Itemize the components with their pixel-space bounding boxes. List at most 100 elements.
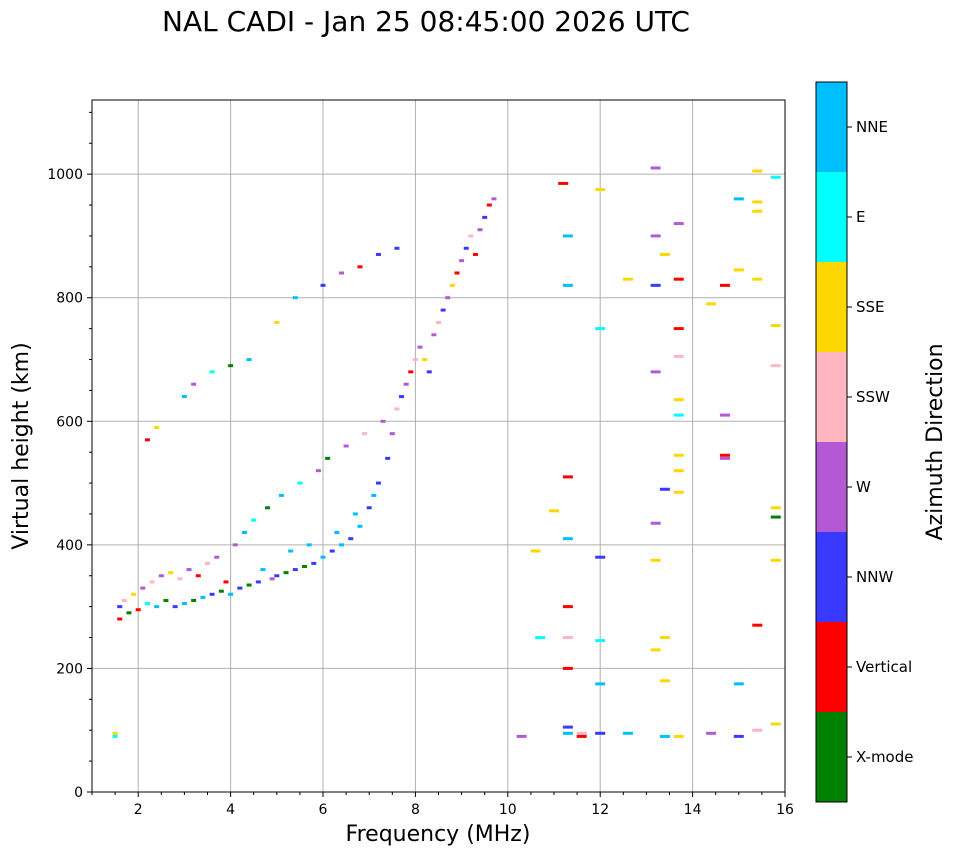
- data-point: [385, 456, 391, 460]
- colorbar-label: E: [856, 208, 865, 226]
- data-point: [482, 215, 488, 219]
- data-point: [770, 722, 781, 726]
- data-point: [449, 283, 455, 287]
- data-point: [650, 370, 661, 374]
- data-point: [562, 636, 573, 640]
- colorbar-label: NNW: [856, 568, 893, 586]
- data-point: [209, 592, 215, 596]
- data-point: [549, 509, 559, 513]
- data-point: [468, 234, 474, 238]
- data-point: [200, 595, 206, 599]
- data-point: [733, 197, 744, 201]
- data-point: [352, 512, 358, 516]
- data-point: [172, 605, 178, 609]
- data-point: [375, 481, 381, 485]
- data-point: [399, 395, 405, 399]
- data-point: [650, 648, 661, 652]
- x-tick-label: 8: [411, 802, 420, 818]
- data-point: [436, 320, 441, 324]
- data-point: [622, 277, 633, 281]
- data-point: [659, 252, 670, 256]
- data-point: [246, 583, 252, 587]
- data-point: [181, 602, 187, 606]
- data-point: [659, 487, 670, 491]
- data-point: [562, 234, 573, 238]
- data-point: [371, 493, 377, 497]
- data-point: [223, 580, 229, 584]
- data-point: [357, 265, 363, 269]
- data-point: [228, 364, 234, 368]
- data-point: [338, 271, 344, 275]
- colorbar-label: SSW: [856, 388, 890, 406]
- data-point: [394, 407, 400, 411]
- data-point: [186, 568, 192, 572]
- colorbar-title: Azimuth Direction: [923, 343, 948, 540]
- data-point: [163, 598, 169, 602]
- data-point: [595, 327, 606, 331]
- data-point: [463, 246, 469, 250]
- data-point: [260, 568, 266, 572]
- data-point: [241, 531, 247, 534]
- data-point: [752, 200, 763, 204]
- data-point: [576, 734, 587, 738]
- data-point: [558, 181, 569, 185]
- data-point: [191, 598, 197, 602]
- data-point: [673, 413, 684, 417]
- data-point: [562, 725, 573, 729]
- data-point: [650, 521, 661, 525]
- data-point: [562, 475, 573, 479]
- y-tick-label: 800: [56, 291, 83, 307]
- colorbar-frame: [815, 81, 848, 803]
- data-point: [375, 252, 381, 256]
- data-point: [112, 731, 118, 735]
- data-point: [562, 731, 573, 735]
- data-point: [659, 679, 670, 683]
- colorbar-swatch: [816, 352, 847, 442]
- data-point: [673, 453, 684, 457]
- data-point: [320, 283, 326, 287]
- data-point: [214, 555, 220, 559]
- data-point: [181, 395, 187, 399]
- data-point: [154, 605, 160, 609]
- data-point: [576, 731, 587, 735]
- data-point: [228, 592, 234, 596]
- data-point: [535, 636, 546, 640]
- data-point: [650, 234, 661, 238]
- data-point: [659, 636, 670, 640]
- data-point: [445, 296, 451, 300]
- colorbar-swatch: [816, 532, 847, 622]
- data-point: [362, 432, 368, 436]
- data-point: [140, 586, 146, 590]
- data-point: [311, 561, 317, 565]
- data-point: [650, 283, 661, 287]
- data-point: [191, 382, 197, 386]
- data-point: [246, 358, 252, 361]
- data-point: [673, 398, 684, 402]
- colorbar-swatch: [816, 712, 847, 802]
- data-point: [232, 543, 238, 547]
- y-tick-label: 600: [56, 414, 83, 430]
- x-tick-label: 2: [134, 802, 143, 818]
- data-point: [770, 324, 781, 328]
- data-point: [622, 731, 633, 735]
- data-point: [274, 574, 280, 578]
- data-point: [394, 246, 400, 250]
- data-point: [144, 602, 150, 606]
- data-point: [516, 734, 527, 738]
- y-tick-label: 1000: [47, 167, 83, 183]
- y-tick-label: 200: [56, 661, 83, 677]
- colorbar: X-mode Vertical NNW W SSW SSE E NNE: [815, 81, 913, 803]
- data-point: [650, 166, 661, 170]
- data-point: [426, 370, 432, 374]
- x-tick-label: 6: [319, 802, 328, 818]
- data-point: [486, 203, 492, 207]
- data-point: [255, 580, 261, 584]
- data-point: [562, 537, 573, 541]
- data-point: [126, 611, 132, 615]
- y-axis-ticks: 0 200 400 600 800 1000: [47, 111, 92, 801]
- data-point: [218, 589, 224, 593]
- data-point: [412, 358, 418, 361]
- data-point: [195, 574, 201, 578]
- data-point: [348, 537, 354, 541]
- data-point: [366, 506, 372, 510]
